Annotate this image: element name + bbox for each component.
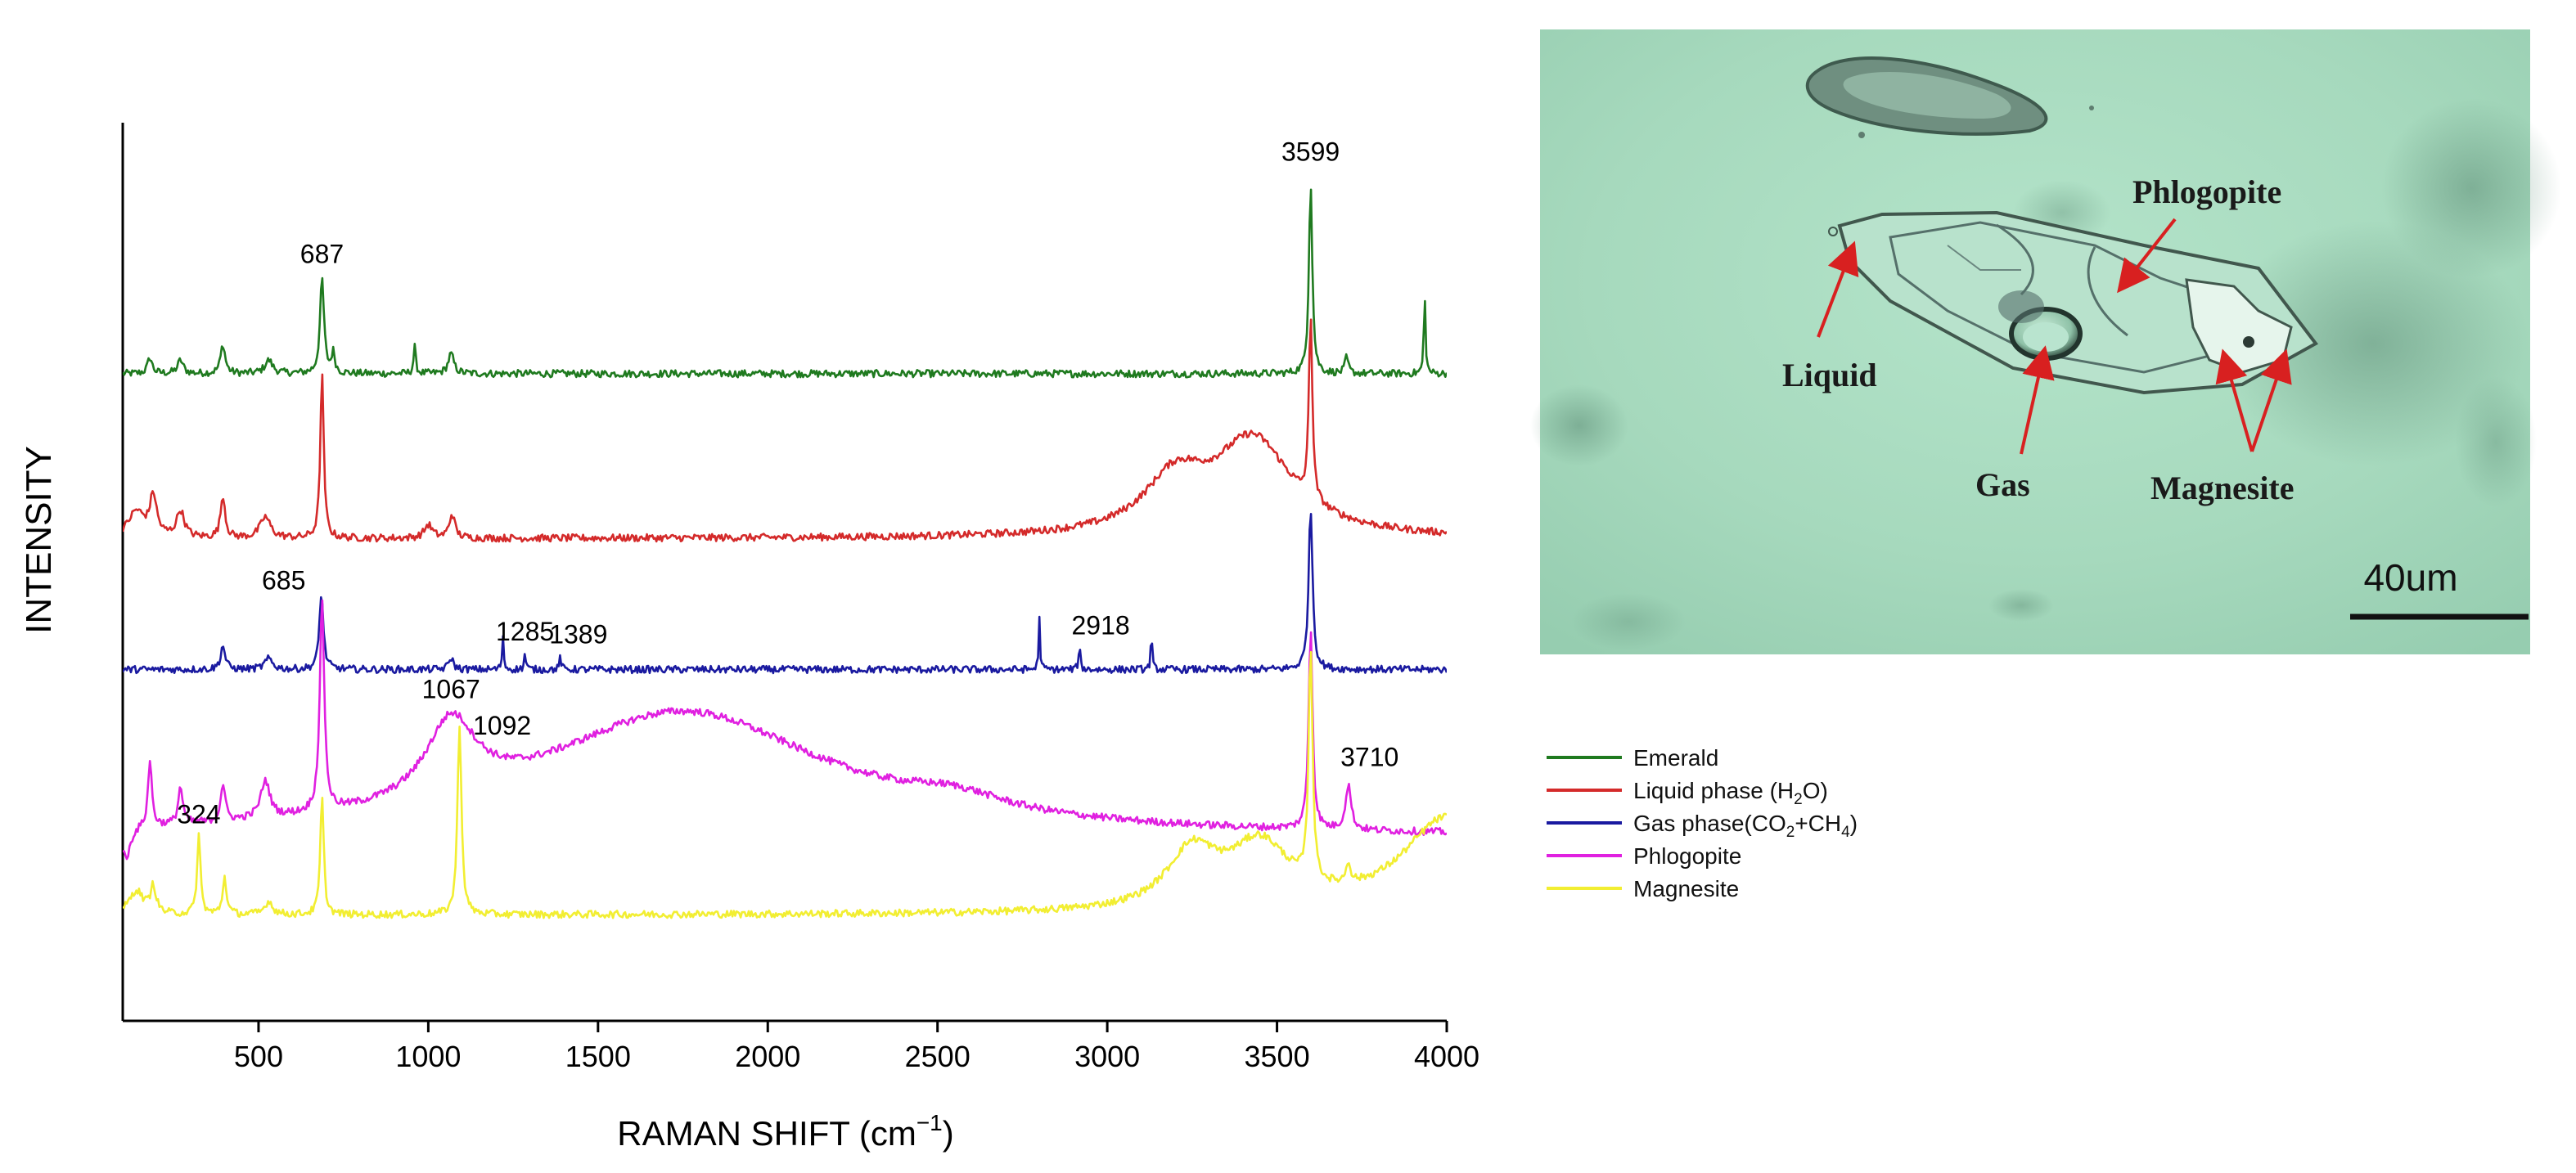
micrograph-photo: Phlogopite Liquid Gas Magnesite 40um <box>1530 29 2561 654</box>
label-phlogopite: Phlogopite <box>2132 173 2281 210</box>
peak-label-2918: 2918 <box>1072 610 1130 640</box>
x-axis-label-main: RAMAN SHIFT (cm <box>617 1114 916 1153</box>
series-line-phlogopite <box>123 599 1447 861</box>
label-liquid: Liquid <box>1782 357 1877 393</box>
peak-label-1092: 1092 <box>473 711 531 740</box>
x-tick-label: 1000 <box>395 1040 461 1073</box>
legend-label-part: +CH <box>1795 811 1841 836</box>
photo-arrows <box>1817 218 2292 455</box>
arrow-magnesite-2 <box>2250 348 2292 452</box>
arrow-liquid <box>1817 240 1859 338</box>
series-line-gas-phase-co2-ch4 <box>123 513 1447 675</box>
series-line-magnesite <box>123 650 1447 919</box>
scale-bar-label: 40um <box>2363 556 2457 599</box>
legend-label: Phlogopite <box>1633 843 1741 869</box>
x-tick-label: 4000 <box>1414 1040 1479 1073</box>
legend-label-part: 4 <box>1841 824 1850 841</box>
y-axis-label: INTENSITY <box>19 446 59 634</box>
legend-label-part: O) <box>1803 778 1828 803</box>
peak-label-3710: 3710 <box>1340 743 1398 772</box>
legend-label: Magnesite <box>1633 876 1739 901</box>
x-axis-ticks <box>257 1021 1448 1032</box>
photo-shadow <box>2455 376 2537 507</box>
peak-label-1067: 1067 <box>422 675 480 704</box>
photo-shadow <box>1571 593 1686 650</box>
label-gas: Gas <box>1975 466 2030 503</box>
x-axis-label: RAMAN SHIFT (cm−1) <box>617 1110 954 1153</box>
raman-chart: 500 1000 1500 2000 2500 3000 3500 4000 INTENSIT… <box>19 123 1479 1153</box>
upper-inclusion <box>1805 56 2094 138</box>
x-tick-label: 1500 <box>565 1040 631 1073</box>
legend-label: Emerald <box>1633 745 1718 771</box>
photo-shadow <box>1988 589 2054 622</box>
crystal-inclusion <box>1828 210 2318 395</box>
legend-label-part: Liquid phase (H <box>1633 778 1794 803</box>
x-axis-label-superscript: −1 <box>916 1110 943 1135</box>
x-tick-label: 2000 <box>735 1040 800 1073</box>
legend-label-part: Magnesite <box>1633 876 1739 901</box>
legend-label-part: 2 <box>1786 824 1795 841</box>
x-tick-label: 500 <box>234 1040 283 1073</box>
photo-shadow <box>2218 221 2529 466</box>
x-tick-label: 3000 <box>1074 1040 1140 1073</box>
peak-label-324: 324 <box>177 799 220 829</box>
spectra-series <box>123 188 1447 919</box>
x-tick-label: 3500 <box>1245 1040 1310 1073</box>
x-tick-label: 2500 <box>905 1040 971 1073</box>
x-axis-label-close: ) <box>943 1114 954 1153</box>
arrow-magnesite-1 <box>2215 348 2254 452</box>
series-line-liquid-phase-h2o <box>123 318 1447 543</box>
arrow-phlogopite <box>2117 218 2177 294</box>
label-magnesite: Magnesite <box>2150 470 2295 506</box>
dark-smear <box>1998 290 2044 323</box>
peak-label-3599: 3599 <box>1281 137 1340 167</box>
peak-label-687: 687 <box>300 240 344 269</box>
photo-shadow <box>2381 98 2561 278</box>
peak-label-685: 685 <box>262 566 305 595</box>
peak-label-1389: 1389 <box>549 619 607 649</box>
legend-label-part: Phlogopite <box>1633 843 1741 869</box>
peak-label-1285: 1285 <box>496 617 554 646</box>
legend-label-part: 2 <box>1794 791 1803 808</box>
x-axis-tick-labels: 500 1000 1500 2000 2500 3000 3500 4000 <box>234 1040 1479 1073</box>
legend-label: Gas phase(CO2+CH4) <box>1633 811 1858 841</box>
series-line-emerald <box>123 188 1447 379</box>
photo-shadow <box>1530 384 1628 466</box>
legend-label-part: ) <box>1850 811 1858 836</box>
legend-label-part: Emerald <box>1633 745 1718 771</box>
arrow-gas <box>2020 345 2055 455</box>
legend-label-part: Gas phase(CO <box>1633 811 1786 836</box>
legend-label: Liquid phase (H2O) <box>1633 778 1828 808</box>
